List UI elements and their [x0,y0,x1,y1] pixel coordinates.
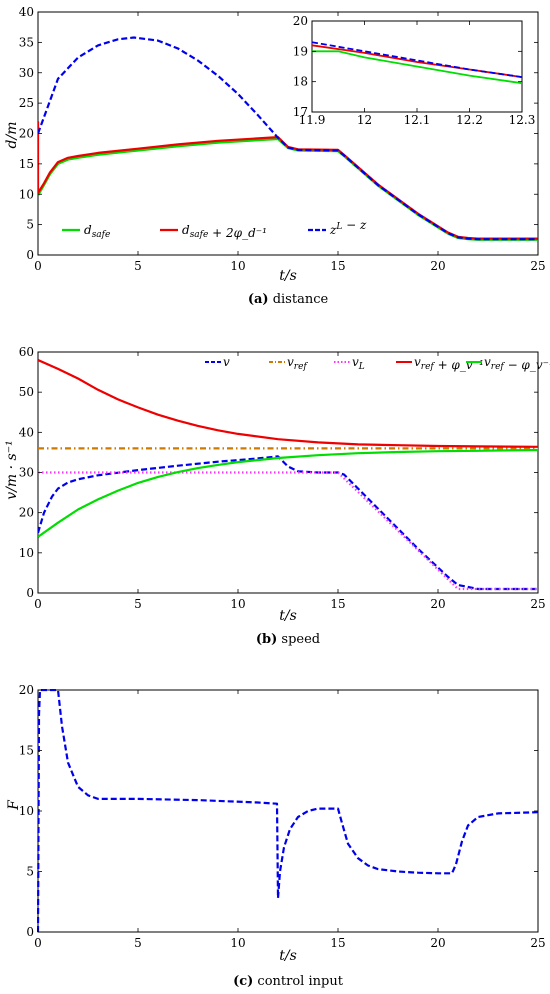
caption-text-b: speed [277,632,320,647]
legend-label-b-2: vL [352,355,365,372]
y-tick-label-a: 0 [26,248,34,262]
x-tick-label-a: 10 [230,259,245,273]
x-axis-label-c: t/s [279,948,297,964]
x-tick-label-c: 15 [330,936,345,950]
legend-distance: dsafe dsafe + 2φ_d⁻¹ zL − z [62,218,367,240]
legend-label-b-4: vref − φ_v⁻¹ [484,355,550,372]
y-tick-label-a: 10 [19,187,34,201]
chart-distance: 11.9 12 12.1 12.2 12.3 17 18 19 20 0 5 10 15 20 25 0 5 1… [4,5,546,307]
x-tick-label-a: 5 [134,259,142,273]
y-tick-label-b: 40 [19,425,34,439]
y-tick-label-a-inset: 19 [293,44,308,58]
y-tick-label-b: 0 [26,586,34,600]
caption-letter-b: (b) [256,632,277,647]
caption-letter-c: (c) [233,974,253,989]
chart-control-input: 0 5 10 15 20 25 0 5 10 15 20 t/s F (c) control inp… [6,683,546,989]
y-tick-label-a: 5 [26,218,34,232]
x-tick-label-a: 0 [34,259,42,273]
y-tick-label-c: 20 [19,683,34,697]
x-axis-label-a: t/s [279,268,297,284]
y-tick-label-a: 20 [19,127,34,141]
y-tick-label-b: 60 [19,345,34,359]
series-line-b-3 [38,358,538,448]
series-line-b-4 [38,448,538,538]
plot-frame-b [37,351,539,594]
series-line-a-2 [38,36,538,241]
legend-label-a-2: zL − z [329,218,367,237]
x-tick-label-b: 20 [430,597,445,611]
x-tick-label-a: 15 [330,259,345,273]
y-tick-label-c: 5 [26,865,34,879]
caption-text-c: control input [253,974,343,989]
plot-frame-c [37,689,539,933]
caption-distance: (a) distance [248,292,329,307]
legend-label-b-1: vref [287,355,308,372]
y-tick-label-b: 20 [19,506,34,520]
x-tick-label-c: 25 [530,936,545,950]
legend-label-b-0: v [223,355,230,369]
caption-speed: (b) speed [256,632,320,647]
caption-letter-a: (a) [248,292,269,307]
x-tick-label-b: 5 [134,597,142,611]
y-tick-label-c: 10 [19,804,34,818]
y-axis-label-c: F [6,799,22,811]
series-line-a-inset-0 [312,50,522,85]
y-tick-label-a-inset: 18 [293,75,308,89]
x-tick-label-a-inset: 12 [357,113,372,127]
y-tick-label-a-inset: 20 [293,14,308,28]
y-tick-label-c: 0 [26,925,34,939]
x-tick-label-c: 5 [134,936,142,950]
x-tick-label-a: 25 [530,259,545,273]
x-tick-label-b: 15 [330,597,345,611]
x-tick-label-c: 10 [230,936,245,950]
y-tick-label-b: 50 [19,385,34,399]
x-tick-label-a: 20 [430,259,445,273]
legend-label-a-1: dsafe + 2φ_d⁻¹ [182,223,267,240]
y-tick-label-a: 30 [19,66,34,80]
series-line-a-inset-1 [312,44,522,78]
y-tick-label-c: 15 [19,744,34,758]
x-tick-label-b: 0 [34,597,42,611]
y-tick-label-a: 25 [19,96,34,110]
x-tick-label-c: 0 [34,936,42,950]
x-tick-label-b: 25 [530,597,545,611]
chart-speed: 0 5 10 15 20 25 0 10 20 30 40 50 60 t/s v/m · s⁻¹ v v… [4,345,550,647]
x-tick-label-c: 20 [430,936,445,950]
y-axis-label-a: d/m [4,122,20,149]
y-tick-label-a: 15 [19,157,34,171]
x-tick-label-a-inset: 12.1 [404,113,431,127]
y-tick-label-a: 35 [19,35,34,49]
y-tick-label-a-inset: 17 [293,105,308,119]
legend-label-a-0: dsafe [84,223,110,240]
x-tick-label-a-inset: 12.3 [509,113,536,127]
caption-control-input: (c) control input [233,974,344,989]
y-tick-label-b: 10 [19,546,34,560]
caption-text-a: distance [269,292,329,307]
y-tick-label-b: 30 [19,466,34,480]
x-tick-label-a-inset: 12.2 [456,113,483,127]
y-tick-label-a: 40 [19,5,34,19]
x-axis-label-b: t/s [279,608,297,624]
legend-speed: v vref vL vref + φ_v⁻¹ vref − φ_v⁻¹ [205,355,550,372]
inset-chart [311,20,523,113]
x-tick-label-a-inset: 11.9 [299,113,326,127]
x-tick-label-b: 10 [230,597,245,611]
y-axis-label-b: v/m · s⁻¹ [4,440,20,499]
series-line-b-0 [38,455,538,591]
